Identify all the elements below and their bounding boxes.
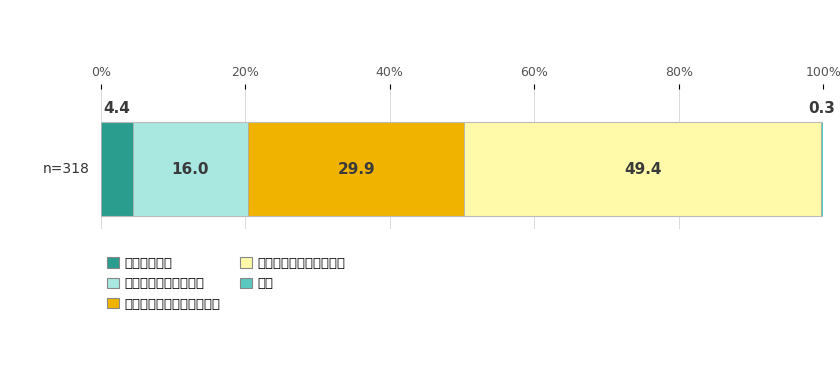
Text: 49.4: 49.4 [624, 162, 661, 176]
Legend: 想定していた, ある程度想定していた, あまり想定していなかった, 全く想定していなかった, 不明: 想定していた, ある程度想定していた, あまり想定していなかった, 全く想定して… [108, 257, 345, 310]
Text: 16.0: 16.0 [171, 162, 209, 176]
Bar [101, 122, 133, 216]
Text: n=318: n=318 [43, 162, 90, 176]
Text: 4.4: 4.4 [103, 101, 130, 115]
Bar [248, 122, 465, 216]
Bar [133, 122, 248, 216]
Bar [821, 122, 823, 216]
Text: 0.3: 0.3 [809, 101, 836, 115]
Bar [465, 122, 821, 216]
Text: 29.9: 29.9 [338, 162, 375, 176]
